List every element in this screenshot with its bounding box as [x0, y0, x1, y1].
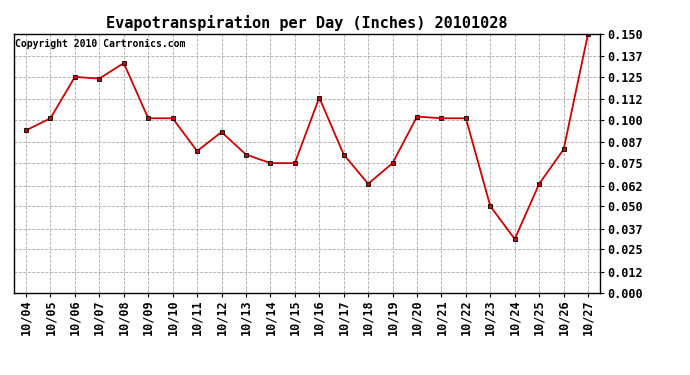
Text: Copyright 2010 Cartronics.com: Copyright 2010 Cartronics.com — [15, 39, 186, 49]
Title: Evapotranspiration per Day (Inches) 20101028: Evapotranspiration per Day (Inches) 2010… — [106, 15, 508, 31]
